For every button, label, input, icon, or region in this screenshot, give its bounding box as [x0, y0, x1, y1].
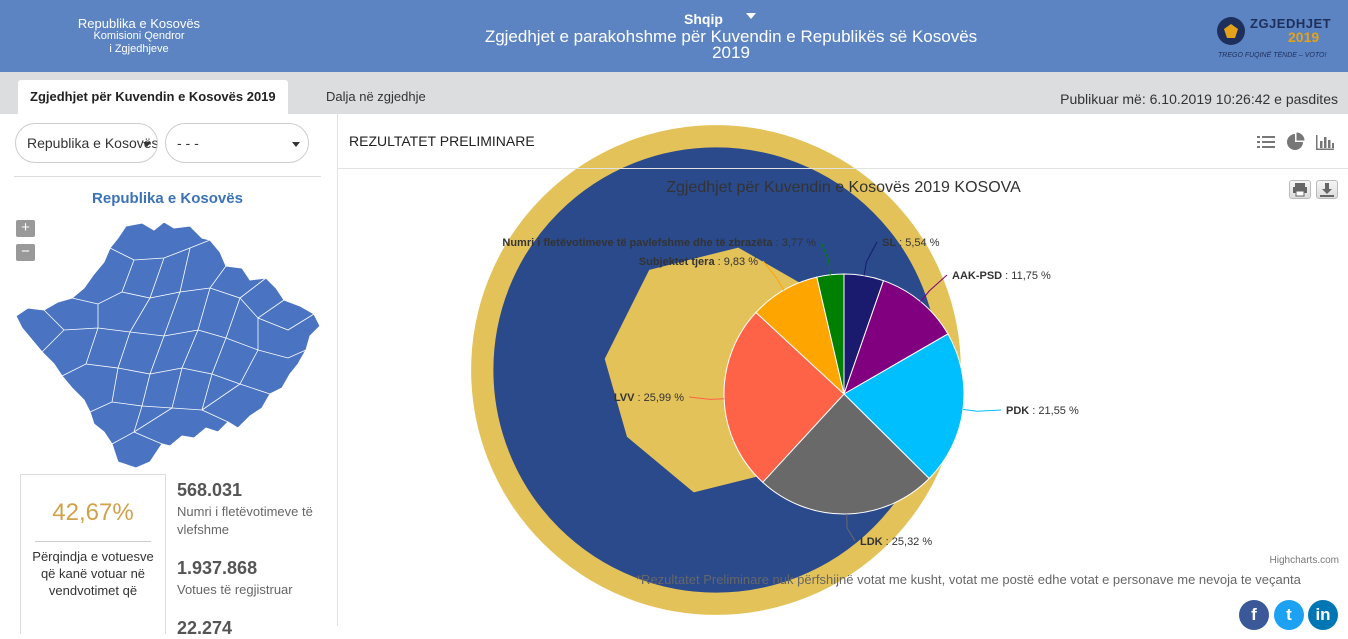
map-title: Republika e Kosovës	[92, 190, 243, 207]
results-header: REZULTATET PRELIMINARE	[338, 114, 1348, 169]
pie-label: AAK-PSD : 11,75 %	[952, 270, 1051, 282]
registered-voters-label: Votues të regjistruar	[177, 582, 293, 597]
pie-connector	[846, 513, 856, 542]
twitter-share-button[interactable]: t	[1274, 600, 1304, 630]
left-panel: Republika e Kosovës - - - Republika e Ko…	[0, 114, 337, 638]
facebook-share-button[interactable]: f	[1239, 600, 1269, 630]
linkedin-share-button[interactable]: in	[1308, 600, 1338, 630]
results-panel: REZULTATET PRELIMINARE Zgjedhjet për Kuv…	[337, 114, 1348, 630]
chart-credits[interactable]: Highcharts.com	[1269, 555, 1339, 566]
pie-label: Numri i fletëvotimeve të pavlefshme dhe …	[502, 237, 816, 249]
pie-label: SL : 5,54 %	[882, 237, 940, 249]
results-pie-chart[interactable]: SL : 5,54 % AAK-PSD : 11,75 % PDK : 21,55 …	[338, 214, 1348, 574]
facebook-icon: f	[1251, 605, 1257, 624]
chevron-down-icon	[292, 142, 300, 147]
municipality-borders	[41, 239, 315, 445]
published-timestamp: Publikuar më: 6.10.2019 10:26:42 e pasdi…	[1060, 91, 1338, 107]
pie-label: LVV : 25,99 %	[614, 392, 684, 404]
chevron-down-icon	[143, 142, 151, 147]
registered-voters-value: 1.937.868	[177, 558, 258, 578]
pie-connector	[962, 408, 1002, 412]
print-icon	[1293, 183, 1307, 197]
download-chart-button[interactable]	[1316, 180, 1338, 199]
results-footnote: *Rezultatet Preliminare nuk përfshijnë v…	[636, 572, 1301, 587]
twitter-icon: t	[1286, 605, 1292, 624]
pie-slice-ldk[interactable]	[762, 393, 930, 515]
election-brand-logo: ZGJEDHJET 2019 TREGO FUQINË TËNDE – VOTO…	[1214, 14, 1334, 66]
linkedin-icon: in	[1315, 605, 1331, 624]
pie-label: LDK : 25,32 %	[860, 536, 932, 548]
chart-title: Zgjedhjet për Kuvendin e Kosovës 2019 KO…	[666, 179, 1021, 196]
pie-connector	[762, 260, 785, 291]
pie-slice-aak-psd[interactable]	[843, 280, 949, 396]
tab-parliament-elections[interactable]: Zgjedhjet për Kuvendin e Kosovës 2019	[18, 80, 288, 114]
list-view-icon[interactable]	[1256, 132, 1276, 152]
region-select[interactable]: Republika e Kosovës	[15, 123, 158, 163]
valid-ballots-value: 568.031	[177, 480, 243, 500]
stat-value: 22.274	[177, 618, 233, 638]
page-title-line2: 2019	[712, 43, 750, 62]
language-selector[interactable]: Shqip	[684, 11, 723, 27]
pie-label: PDK : 21,55 %	[1006, 405, 1079, 417]
divider	[14, 176, 321, 177]
municipality-select-value: - - -	[177, 135, 199, 151]
kosovo-municipalities-map[interactable]	[14, 218, 322, 468]
pie-label: Subjektet tjera : 9,83 %	[639, 256, 758, 268]
map-zoom-in-button[interactable]: +	[16, 220, 35, 237]
valid-ballots-label: Numri i fletëvotimeve të vlefshme	[177, 504, 313, 537]
pie-slice-numri-i-flet-votimeve-t-pavlefshme-dhe-t-zbraz-ta[interactable]	[816, 273, 845, 395]
pie-connector	[920, 274, 948, 302]
org-subtitle-1: Komisioni Qendror	[93, 30, 185, 42]
divider	[35, 541, 151, 542]
region-select-value: Republika e Kosovës	[27, 135, 158, 151]
site-header: Republika e Kosovës Komisioni Qendror i …	[0, 0, 1348, 626]
pie-chart-icon[interactable]	[1285, 132, 1305, 152]
municipality-select[interactable]: - - -	[165, 123, 309, 163]
map-zoom-out-button[interactable]: −	[16, 244, 35, 261]
tab-turnout[interactable]: Dalja në zgjedhje	[326, 89, 426, 104]
page-title-line1: Zgjedhjet e parakohshme për Kuvendin e R…	[484, 27, 978, 46]
org-subtitle-2: i Zgjedhjeve	[109, 43, 169, 55]
turnout-description: Përqindja e votuesve që kanë votuar në v…	[32, 549, 154, 598]
brand-word: ZGJEDHJET	[1250, 16, 1332, 31]
tab-bar: Zgjedhjet për Kuvendin e Kosovës 2019 Da…	[0, 72, 1348, 114]
ballot-star-icon	[1217, 17, 1245, 45]
page-title: Zgjedhjet e parakohshme për Kuvendin e R…	[440, 27, 1022, 62]
pie-slice-lvv[interactable]	[723, 311, 845, 483]
org-name: Republika e Kosovës Komisioni Qendror i …	[72, 17, 206, 56]
download-icon	[1320, 183, 1334, 197]
chevron-down-icon[interactable]	[746, 13, 756, 19]
turnout-card: 42,67% Përqindja e votuesve që kanë votu…	[20, 474, 166, 634]
brand-year: 2019	[1288, 29, 1320, 45]
brand-tagline: TREGO FUQINË TËNDE – VOTO!	[1218, 52, 1327, 59]
pie-connector	[820, 241, 831, 275]
pie-connector	[688, 396, 725, 400]
org-title: Republika e Kosovës	[77, 16, 201, 31]
pie-connector	[863, 241, 878, 276]
results-title: REZULTATET PRELIMINARE	[349, 133, 535, 149]
print-chart-button[interactable]	[1289, 180, 1311, 199]
turnout-percent: 42,67%	[52, 499, 134, 526]
bar-chart-icon[interactable]	[1315, 132, 1335, 152]
